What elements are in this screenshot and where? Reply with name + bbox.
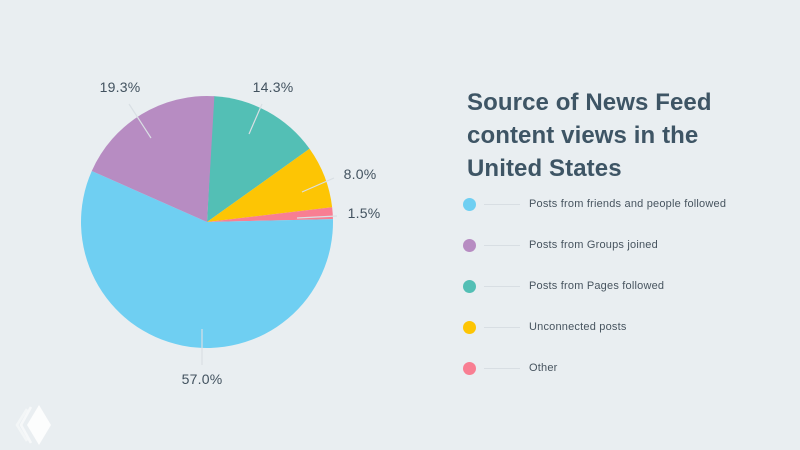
legend-item-pages: Posts from Pages followed <box>463 279 664 293</box>
pie-value-label-pages: 14.3% <box>252 79 294 95</box>
pie-value-label-groups: 19.3% <box>99 79 141 95</box>
leader-line-other <box>296 215 338 219</box>
pie-value-label-unconnected: 8.0% <box>343 166 377 182</box>
pie-chart-panel: 57.0% 19.3% 14.3% 8.0% 1.5% <box>81 79 381 387</box>
pie-slice-groups <box>91 96 215 222</box>
pie-chart <box>81 96 338 365</box>
legend-connector <box>484 244 520 246</box>
legend-item-other: Other <box>463 361 558 375</box>
pie-value-label-friends: 57.0% <box>181 371 223 387</box>
legend-label-unconnected: Unconnected posts <box>529 321 627 333</box>
legend-label-friends: Posts from friends and people followed <box>529 198 727 210</box>
page-title: Source of News Feed content views in the… <box>467 89 712 183</box>
legend-connector <box>484 203 520 205</box>
leader-lines <box>128 103 338 365</box>
leader-line-groups <box>128 103 152 139</box>
pie-slice-unconnected <box>207 148 333 222</box>
legend-item-groups: Posts from Groups joined <box>463 238 658 252</box>
legend-dot-other <box>463 361 476 375</box>
logo-diamond <box>27 405 51 445</box>
logo-chevron-outer <box>15 408 29 442</box>
legend-connector <box>484 285 520 287</box>
legend-connector <box>484 367 520 369</box>
legend-item-unconnected: Unconnected posts <box>463 320 627 334</box>
leader-line-unconnected <box>301 177 335 193</box>
legend-item-friends: Posts from friends and people followed <box>463 197 726 211</box>
legend-label-other: Other <box>529 362 558 374</box>
legend-label-pages: Posts from Pages followed <box>529 280 665 292</box>
legend-dot-pages <box>463 279 476 293</box>
logo-chevron-inner <box>19 406 33 444</box>
legend-connector <box>484 326 520 328</box>
leader-line-pages <box>248 103 263 135</box>
pie-value-label-other: 1.5% <box>347 205 381 221</box>
legend-dot-groups <box>463 238 476 252</box>
pie-slice-friends <box>81 170 334 348</box>
pie-slice-pages <box>207 96 310 222</box>
legend-dot-friends <box>463 197 476 211</box>
legend-dot-unconnected <box>463 320 476 334</box>
legend-label-groups: Posts from Groups joined <box>529 239 658 251</box>
brand-watermark-logo <box>15 405 51 445</box>
